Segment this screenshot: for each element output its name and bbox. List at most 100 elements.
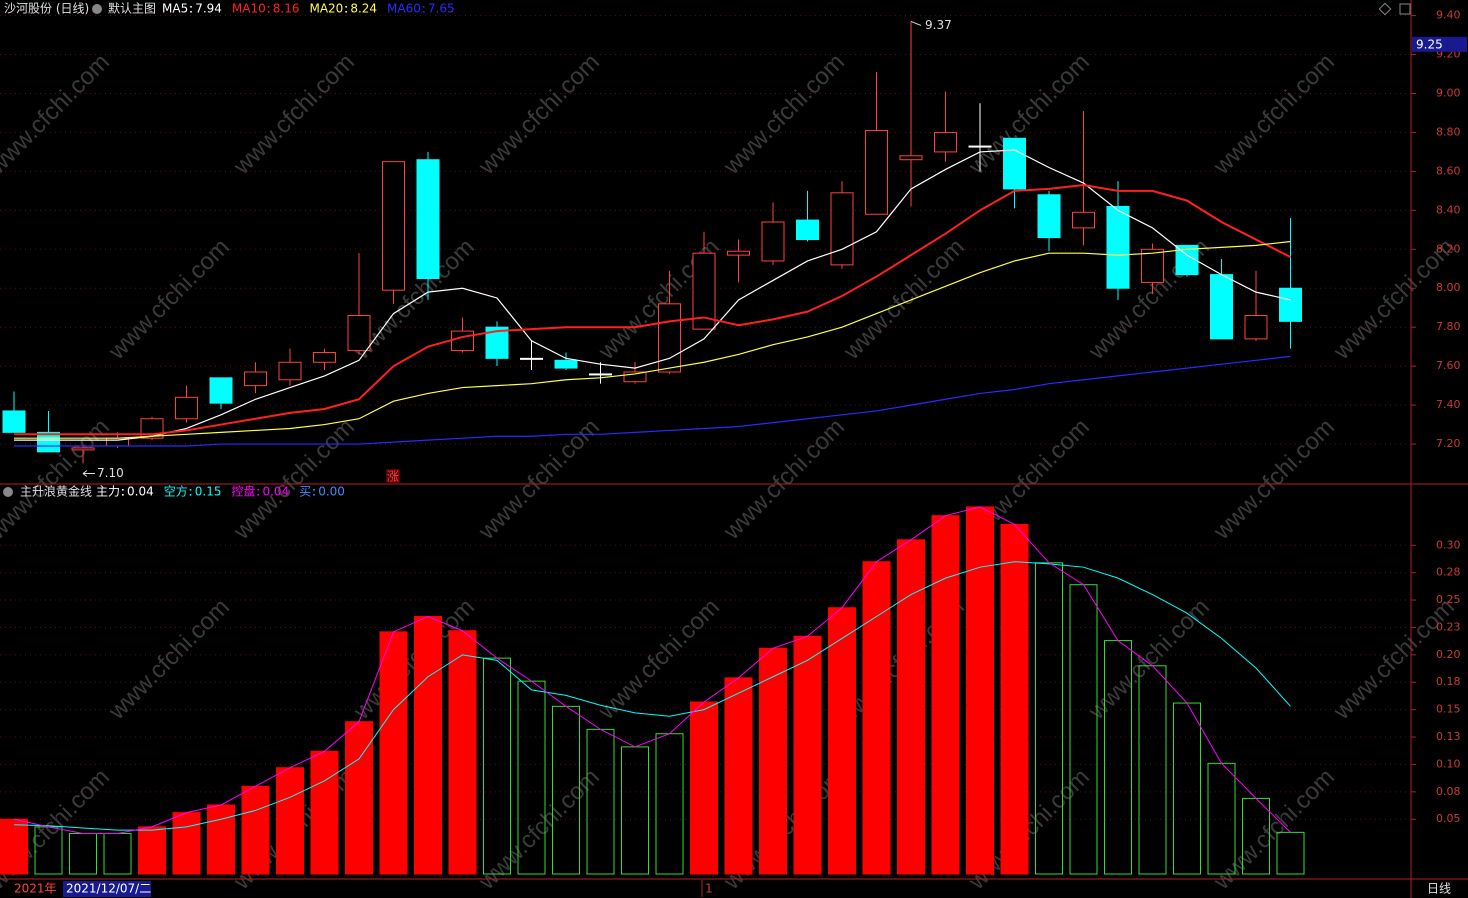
y-tick-label: 0.05 bbox=[1436, 812, 1461, 825]
candle-body bbox=[727, 250, 750, 256]
max-label: 9.37 bbox=[925, 18, 952, 32]
legend-value: 8.16 bbox=[273, 2, 300, 16]
cursor-price: 9.25 bbox=[1416, 37, 1443, 51]
legend-colon bbox=[190, 6, 192, 8]
max-arrow bbox=[910, 20, 922, 26]
legend-value: 7.94 bbox=[195, 2, 222, 16]
candle-body bbox=[968, 145, 992, 148]
candle-body bbox=[658, 303, 681, 373]
candle-body bbox=[830, 192, 854, 266]
y-tick-label: 0.18 bbox=[1436, 675, 1461, 688]
bar bbox=[448, 630, 477, 875]
bar bbox=[310, 750, 339, 875]
bar bbox=[414, 615, 442, 875]
bar bbox=[379, 631, 408, 875]
signal-box bbox=[386, 469, 400, 483]
candle-body bbox=[347, 315, 371, 352]
candle-body bbox=[623, 371, 647, 383]
cursor-price-box bbox=[1412, 36, 1467, 52]
main-chart-name[interactable]: 默认主图 bbox=[108, 1, 156, 16]
y-tick-label: 8.20 bbox=[1436, 242, 1461, 255]
bar bbox=[345, 721, 373, 875]
indicator-icon[interactable] bbox=[3, 487, 13, 497]
legend-name: MA20 bbox=[309, 2, 343, 16]
legend-name: MA10 bbox=[232, 2, 266, 16]
ma-line bbox=[14, 149, 1291, 441]
legend-name: MA60 bbox=[387, 2, 421, 16]
y-tick-label: 7.20 bbox=[1436, 437, 1461, 450]
candle-body bbox=[313, 352, 336, 363]
candle-body bbox=[1279, 287, 1302, 322]
legend-colon bbox=[267, 6, 270, 8]
legend-name: 买 bbox=[299, 485, 311, 499]
bar bbox=[931, 515, 960, 875]
y-tick-label: 0.23 bbox=[1436, 620, 1461, 633]
bar bbox=[793, 635, 822, 875]
bar bbox=[690, 701, 718, 875]
bar bbox=[828, 607, 856, 875]
candle-body bbox=[1106, 205, 1130, 289]
y-tick-label: 8.60 bbox=[1436, 164, 1461, 177]
legend-colon bbox=[257, 489, 260, 491]
min-arrow bbox=[82, 470, 95, 477]
y-tick-label: 8.40 bbox=[1436, 203, 1461, 216]
y-tick-label: 7.60 bbox=[1436, 359, 1461, 372]
candle-body bbox=[934, 131, 957, 153]
indicator-line bbox=[13, 561, 1291, 831]
indicator-title: 主升浪黄金线 bbox=[20, 484, 92, 499]
legend-value: 0.04 bbox=[262, 485, 289, 499]
candle-body bbox=[554, 359, 578, 369]
bar bbox=[1000, 523, 1029, 875]
bar bbox=[0, 818, 28, 875]
legend-colon bbox=[257, 494, 260, 496]
candle-body bbox=[520, 357, 543, 360]
ma-line bbox=[14, 240, 1291, 439]
y-tick-label: 0.25 bbox=[1436, 593, 1461, 606]
candle-body bbox=[865, 129, 888, 215]
legend-value: 7.65 bbox=[428, 2, 455, 16]
bar bbox=[138, 826, 166, 875]
y-tick-label: 8.00 bbox=[1436, 281, 1461, 294]
y-tick-label: 0.30 bbox=[1436, 538, 1461, 551]
legend-colon bbox=[313, 494, 315, 496]
y-tick-label: 0.28 bbox=[1436, 566, 1461, 579]
candle-body bbox=[761, 221, 785, 262]
bar bbox=[759, 647, 787, 875]
y-tick-label: 8.80 bbox=[1436, 125, 1461, 138]
y-tick-label: 7.80 bbox=[1436, 320, 1461, 333]
bar bbox=[862, 561, 891, 875]
bar bbox=[241, 785, 270, 875]
menu-icon[interactable] bbox=[92, 4, 102, 14]
candle-body bbox=[589, 373, 612, 376]
legend-colon bbox=[190, 11, 192, 13]
legend-name: 空方 bbox=[164, 484, 188, 499]
cursor-date-box bbox=[63, 881, 151, 897]
bar bbox=[897, 539, 925, 875]
legend-colon bbox=[345, 11, 347, 13]
legend-name: 控盘 bbox=[231, 484, 255, 499]
legend-value: 0.15 bbox=[195, 485, 222, 499]
cursor-date: 2021/12/07/二 bbox=[66, 882, 151, 896]
toggle-icon[interactable] bbox=[1378, 2, 1392, 16]
legend-colon bbox=[122, 494, 124, 496]
candle-body bbox=[692, 252, 716, 330]
period-label[interactable]: 日线 bbox=[1427, 882, 1451, 896]
y-tick-label: 0.10 bbox=[1436, 757, 1461, 770]
y-tick-label: 0.13 bbox=[1436, 730, 1461, 743]
y-tick-label: 0.15 bbox=[1436, 703, 1461, 716]
candle-body bbox=[175, 396, 198, 420]
candle-body bbox=[1037, 194, 1061, 239]
candle-body bbox=[899, 155, 923, 161]
ma-line bbox=[14, 355, 1291, 447]
candle-body bbox=[37, 431, 60, 453]
legend-colon bbox=[189, 494, 192, 496]
candle-body bbox=[1175, 244, 1199, 276]
y-tick-label: 9.00 bbox=[1436, 86, 1461, 99]
candle-body bbox=[796, 219, 819, 241]
candle-body bbox=[1003, 137, 1026, 190]
window-icon[interactable] bbox=[1399, 3, 1411, 15]
legend-colon bbox=[422, 11, 425, 13]
legend-name: 主力 bbox=[96, 485, 120, 499]
legend-value: 0.00 bbox=[318, 485, 345, 499]
bar bbox=[276, 767, 304, 875]
